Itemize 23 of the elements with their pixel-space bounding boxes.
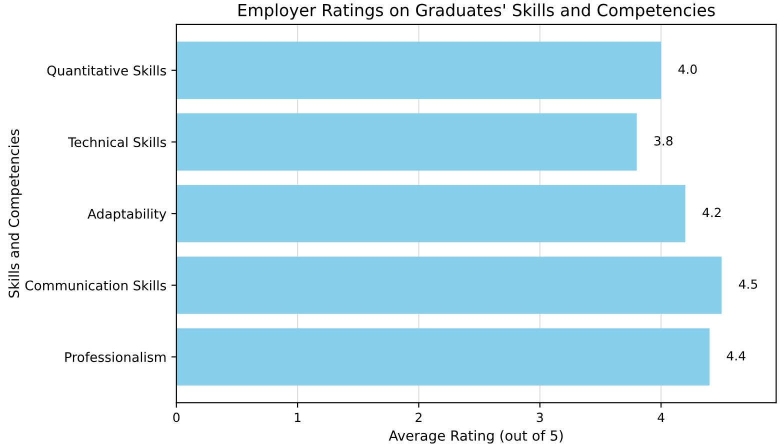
bar [176,328,710,386]
x-tick-label: 0 [173,412,180,422]
data-label: 3.8 [654,136,673,146]
data-label: 4.2 [702,208,721,218]
y-axis-title: Skills and Competencies [8,129,22,298]
data-label: 4.0 [678,64,697,74]
x-tick-label: 4 [658,412,664,422]
y-tick-label: Professionalism [65,352,166,362]
x-axis-title: Average Rating (out of 5) [388,430,563,444]
x-tick-label: 2 [416,412,422,422]
y-tick-label: Quantitative Skills [47,65,166,78]
bar [176,42,662,99]
bar [176,184,686,242]
data-label: 4.5 [738,280,758,289]
y-tick-label: Communication Skills [25,280,166,290]
x-tick-label: 1 [294,412,300,422]
y-tick-label: Technical Skills [68,136,166,148]
x-tick-label: 3 [536,412,543,422]
data-label: 4.4 [726,351,746,360]
bar [176,256,722,314]
bar [176,113,637,171]
y-tick-label: Adaptability [88,208,166,222]
chart-title: Employer Ratings on Graduates' Skills and Competencies [238,3,715,20]
